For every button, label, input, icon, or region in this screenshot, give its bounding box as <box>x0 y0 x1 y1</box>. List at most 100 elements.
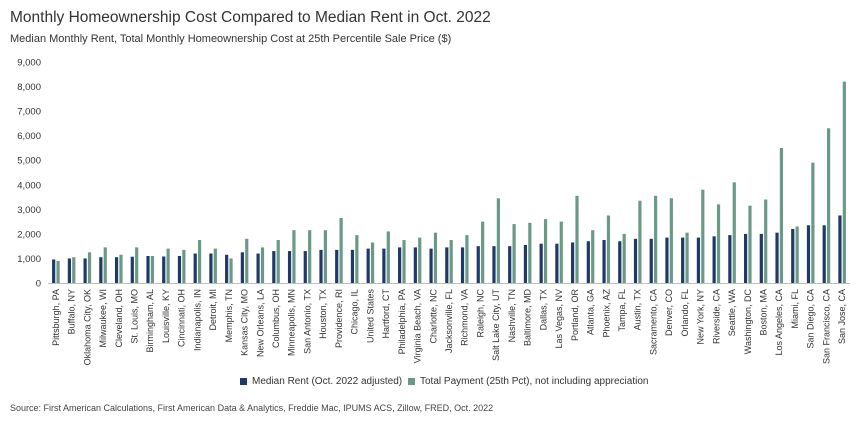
x-tick-label: United States <box>365 289 375 344</box>
bar-payment <box>716 204 721 283</box>
bar-rent <box>586 241 590 283</box>
bar-payment <box>72 257 76 283</box>
x-tick-label: Las Vegas, NV <box>554 289 564 349</box>
y-tick-label: 1,000 <box>17 254 41 265</box>
bar-rent <box>508 246 512 283</box>
x-tick-label: Kansas City, MO <box>240 289 250 356</box>
x-tick-label: Orlando, FL <box>680 289 690 337</box>
bar-rent <box>571 242 575 283</box>
bar-rent <box>130 256 134 283</box>
bar-rent <box>256 253 260 283</box>
x-tick-label: Milwaukee, WI <box>98 289 108 348</box>
bar-rent <box>382 248 386 283</box>
bar-payment <box>654 195 658 283</box>
bar-payment <box>779 147 784 283</box>
x-tick-label: Tampa, FL <box>617 289 627 332</box>
x-tick-label: Jacksonville, FL <box>444 289 454 353</box>
bar-rent <box>209 253 213 283</box>
legend-item-payment: Total Payment (25th Pct), not including … <box>408 376 648 387</box>
bar-payment <box>496 198 500 283</box>
x-tick-label: Indianapolis, IN <box>192 289 202 351</box>
bar-payment <box>370 242 375 283</box>
x-tick-label: Los Angeles, CA <box>774 289 784 356</box>
bar-rent <box>618 241 622 283</box>
bar-rent <box>838 215 842 283</box>
bar-rent <box>775 232 779 283</box>
bar-payment <box>276 240 280 283</box>
bar-rent <box>319 249 323 283</box>
bar-rent <box>476 246 480 283</box>
bar-payment <box>559 221 563 283</box>
x-tick-label: San Jose, CA <box>837 289 847 344</box>
bar-rent <box>649 238 653 283</box>
bar-payment <box>685 232 689 283</box>
legend-item-rent: Median Rent (Oct. 2022 adjusted) <box>240 376 402 387</box>
chart-subtitle: Median Monthly Rent, Total Monthly Homeo… <box>10 33 452 45</box>
x-tick-label: Hartford, CT <box>381 289 391 339</box>
bar-rent <box>791 228 795 283</box>
bar-payment <box>842 81 846 284</box>
x-tick-label: Raleigh, NC <box>475 289 485 338</box>
bar-rent <box>146 255 150 283</box>
bar-payment <box>528 222 532 283</box>
bar-rent <box>193 253 197 283</box>
bar-rent <box>539 243 543 283</box>
x-tick-label: Cleveland, OH <box>114 289 124 348</box>
source-note: Source: First American Calculations, Fir… <box>10 403 494 413</box>
x-tick-label: New Orleans, LA <box>255 289 265 357</box>
bar-rent <box>712 236 716 283</box>
bar-rent <box>743 233 748 283</box>
bar-payment <box>481 221 485 283</box>
y-tick-label: 2,000 <box>17 229 41 240</box>
y-tick-label: 0 <box>36 279 41 290</box>
bar-payment <box>355 235 359 283</box>
bar-payment <box>339 217 343 283</box>
bar-payment <box>292 230 296 283</box>
bar-payment <box>465 235 469 283</box>
x-tick-label: Denver, CO <box>664 289 674 336</box>
x-tick-label: Providence, RI <box>334 289 344 348</box>
bar-payment <box>449 240 453 283</box>
y-tick-label: 7,000 <box>17 107 41 118</box>
bar-payment <box>197 240 202 283</box>
x-tick-label: Columbus, OH <box>271 289 281 348</box>
y-tick-label: 5,000 <box>17 156 41 167</box>
x-tick-label: Salt Lake City, UT <box>491 289 501 361</box>
bar-payment <box>433 232 438 283</box>
x-tick-label: Austin, TX <box>633 289 643 330</box>
bar-payment <box>622 233 626 283</box>
x-tick-label: Atlanta, GA <box>586 289 596 335</box>
x-tick-label: Pittsburgh, PA <box>51 289 61 346</box>
x-tick-label: Boston, MA <box>759 289 769 336</box>
bar-rent <box>429 248 433 283</box>
x-tick-label: Cincinnati, OH <box>177 289 187 347</box>
x-tick-label: Portland, OR <box>570 289 580 342</box>
x-tick-label: Baltimore, MD <box>523 289 533 347</box>
bar-payment <box>386 231 390 283</box>
bar-payment <box>150 255 155 283</box>
x-tick-label: Buffalo, NY <box>67 289 77 334</box>
bar-rent <box>413 247 417 283</box>
bar-rent <box>696 237 701 283</box>
x-tick-label: Minneapolis, MN <box>287 289 297 356</box>
bar-payment <box>748 205 752 283</box>
bar-payment <box>512 224 516 283</box>
bar-payment <box>591 230 595 283</box>
bar-payment <box>811 162 815 283</box>
x-tick-label: Philadelphia, PA <box>397 289 407 354</box>
legend-label-rent: Median Rent (Oct. 2022 adjusted) <box>252 376 403 387</box>
bar-rent <box>633 238 638 283</box>
bar-payment <box>575 195 579 283</box>
bar-payment <box>418 237 422 283</box>
bar-payment <box>638 200 642 283</box>
y-tick-label: 6,000 <box>17 131 41 142</box>
bar-rent <box>555 243 559 283</box>
x-tick-label: Birmingham, AL <box>145 289 155 353</box>
x-tick-label: Riverside, CA <box>711 289 721 344</box>
y-tick-label: 4,000 <box>17 180 41 191</box>
x-tick-label: Detroit, MI <box>208 289 218 331</box>
bar-rent <box>67 258 71 283</box>
bar-payment <box>245 238 249 283</box>
bar-payment <box>764 199 768 283</box>
